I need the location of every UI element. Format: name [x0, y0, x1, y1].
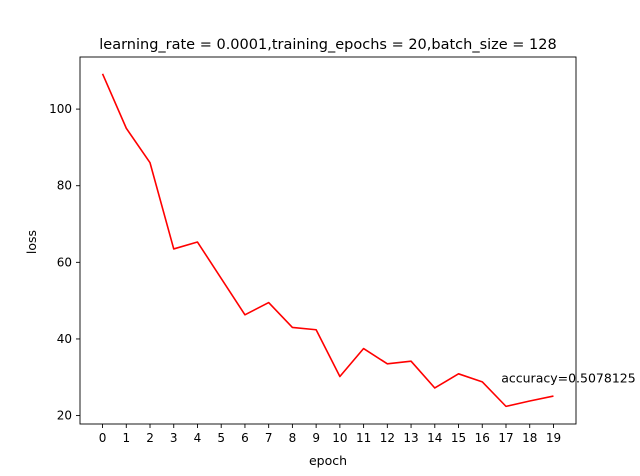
plot-frame	[79, 56, 577, 425]
x-tick-label: 0	[99, 431, 107, 445]
x-tick-label: 6	[241, 431, 249, 445]
y-tick-label: 40	[57, 332, 72, 346]
x-axis: 0 1 2 3 4 5 6 7 8 9 10 11 12 13 14 15 16 17 18 19	[99, 424, 561, 445]
x-tick-label: 15	[451, 431, 466, 445]
y-tick-label: 60	[57, 255, 72, 269]
series-line-0	[101, 73, 554, 408]
y-tick-label: 100	[49, 102, 72, 116]
x-tick-label: 13	[403, 431, 418, 445]
x-tick-label: 17	[498, 431, 513, 445]
x-tick-label: 8	[289, 431, 297, 445]
x-tick-label: 11	[356, 431, 371, 445]
y-axis: 20 40 60 80 100	[49, 102, 80, 423]
x-tick-label: 18	[522, 431, 537, 445]
x-tick-label: 7	[265, 431, 273, 445]
x-tick-label: 4	[194, 431, 202, 445]
y-axis-label: loss	[24, 230, 39, 254]
x-tick-label: 3	[170, 431, 178, 445]
y-tick-label: 80	[57, 179, 72, 193]
x-tick-label: 1	[122, 431, 130, 445]
x-tick-label: 16	[475, 431, 490, 445]
x-tick-label: 5	[217, 431, 225, 445]
x-tick-label: 12	[380, 431, 395, 445]
x-tick-label: 19	[546, 431, 561, 445]
x-tick-label: 2	[146, 431, 154, 445]
plot-area	[79, 56, 577, 425]
x-tick-label: 9	[312, 431, 320, 445]
annotations: accuracy=0.5078125	[501, 371, 635, 386]
chart-title: learning_rate = 0.0001,training_epochs =…	[99, 37, 556, 53]
x-axis-label: epoch	[309, 453, 347, 468]
y-tick-label: 20	[57, 409, 72, 423]
x-tick-label: 14	[427, 431, 442, 445]
accuracy-annotation: accuracy=0.5078125	[501, 371, 635, 386]
x-tick-label: 10	[332, 431, 347, 445]
